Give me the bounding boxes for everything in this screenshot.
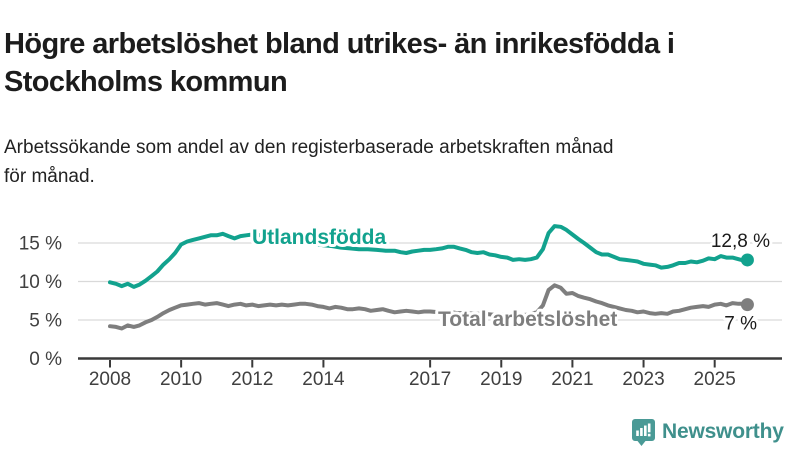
series-label: Total arbetslöshet (438, 308, 617, 331)
x-tick-label: 2008 (89, 369, 131, 390)
chart-subtitle-line1: Arbetssökande som andel av den registerb… (4, 137, 614, 158)
series-line (108, 283, 750, 331)
y-tick-label: 15 % (19, 234, 62, 255)
series-line (108, 224, 750, 289)
newsworthy-logo: Newsworthy (632, 418, 784, 446)
page-title-line2: Stockholms kommun (4, 66, 288, 99)
x-tick-label: 2019 (480, 369, 522, 390)
x-tick-label: 2023 (622, 369, 664, 390)
page-title-line1: Högre arbetslöshet bland utrikes- än inr… (4, 28, 675, 61)
end-value-label: 12,8 % (711, 231, 770, 252)
series-label: Utlandsfödda (252, 226, 386, 249)
chart-subtitle-line2: för månad. (4, 166, 95, 187)
end-value-label: 7 % (724, 314, 757, 335)
x-tick-label: 2010 (160, 369, 202, 390)
y-tick-label: 10 % (19, 272, 62, 293)
page-title: Högre arbetslöshet bland utrikes- än inr… (4, 25, 796, 101)
x-tick-label: 2017 (409, 369, 451, 390)
series-end-dot (740, 253, 754, 267)
newsworthy-bar-chart-icon (632, 418, 655, 446)
x-tick-label: 2025 (694, 369, 736, 390)
unemployment-line-chart: 2008 2010 2012 2014 2017 2019 2021 2023 2025 0 % 5… (19, 223, 782, 390)
x-tick-label: 2021 (551, 369, 593, 390)
x-tick-label: 2014 (302, 369, 345, 390)
chart-subtitle: Arbetssökande som andel av den registerb… (4, 133, 784, 191)
x-tick-label: 2012 (231, 369, 273, 390)
series-end-dot (740, 298, 754, 312)
y-tick-label: 5 % (29, 311, 62, 332)
y-tick-label: 0 % (29, 349, 62, 370)
newsworthy-wordmark: Newsworthy (662, 420, 784, 443)
